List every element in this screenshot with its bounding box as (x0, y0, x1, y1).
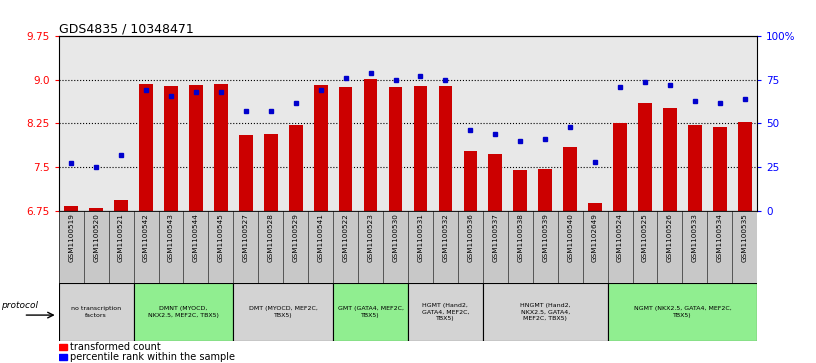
Text: HNGMT (Hand2,
NKX2.5, GATA4,
MEF2C, TBX5): HNGMT (Hand2, NKX2.5, GATA4, MEF2C, TBX5… (520, 303, 570, 321)
Text: GSM1100533: GSM1100533 (692, 213, 698, 262)
Bar (134, 283, 233, 341)
Bar (463, 151, 477, 211)
Text: DMT (MYOCD, MEF2C,
TBX5): DMT (MYOCD, MEF2C, TBX5) (249, 306, 317, 318)
Bar (539, 169, 552, 211)
Bar (333, 283, 408, 341)
Bar (388, 87, 402, 211)
Bar (140, 84, 153, 211)
Text: HGMT (Hand2,
GATA4, MEF2C,
TBX5): HGMT (Hand2, GATA4, MEF2C, TBX5) (422, 303, 469, 321)
Text: GSM1100544: GSM1100544 (193, 213, 199, 262)
Text: DMNT (MYOCD,
NKX2.5, MEF2C, TBX5): DMNT (MYOCD, NKX2.5, MEF2C, TBX5) (148, 306, 219, 318)
Text: GSM1100524: GSM1100524 (617, 213, 623, 262)
Text: protocol: protocol (1, 301, 38, 310)
Text: GSM1100539: GSM1100539 (542, 213, 548, 262)
Text: GSM1100541: GSM1100541 (317, 213, 324, 262)
Bar (483, 283, 608, 341)
Bar (239, 135, 253, 211)
Bar (408, 283, 483, 341)
Text: transformed count: transformed count (70, 342, 161, 352)
Bar (638, 103, 652, 211)
Text: GSM1100529: GSM1100529 (293, 213, 299, 262)
Text: GSM1100545: GSM1100545 (218, 213, 224, 262)
Bar (438, 86, 452, 211)
Text: GDS4835 / 10348471: GDS4835 / 10348471 (59, 22, 193, 35)
Bar (314, 85, 327, 211)
Text: GSM1100522: GSM1100522 (343, 213, 348, 262)
Bar (59, 283, 134, 341)
Text: GSM1100526: GSM1100526 (667, 213, 673, 262)
Text: GSM1100535: GSM1100535 (742, 213, 747, 262)
Bar (264, 134, 277, 211)
Text: GSM1100519: GSM1100519 (69, 213, 74, 262)
Text: GSM1100543: GSM1100543 (168, 213, 174, 262)
Bar (233, 283, 333, 341)
Bar (214, 84, 228, 211)
Bar (339, 87, 353, 211)
Text: GSM1100523: GSM1100523 (367, 213, 374, 262)
Text: GSM1100525: GSM1100525 (642, 213, 648, 262)
Bar (60, 344, 67, 350)
Bar (688, 125, 702, 211)
Text: GSM1100534: GSM1100534 (716, 213, 723, 262)
Text: GSM1100531: GSM1100531 (418, 213, 424, 262)
Bar (663, 108, 676, 211)
Text: GSM1100521: GSM1100521 (118, 213, 124, 262)
Text: GSM1100520: GSM1100520 (93, 213, 100, 262)
Text: GSM1100532: GSM1100532 (442, 213, 449, 262)
Bar (608, 283, 757, 341)
Bar (164, 86, 178, 211)
Text: GSM1102649: GSM1102649 (592, 213, 598, 262)
Text: GSM1100538: GSM1100538 (517, 213, 523, 262)
Bar (588, 203, 602, 211)
Bar (563, 147, 577, 211)
Text: GSM1100530: GSM1100530 (392, 213, 398, 262)
Bar (738, 122, 752, 211)
Text: GMT (GATA4, MEF2C,
TBX5): GMT (GATA4, MEF2C, TBX5) (338, 306, 404, 318)
Bar (89, 208, 103, 211)
Bar (364, 79, 378, 211)
Bar (513, 170, 527, 211)
Bar (114, 200, 128, 211)
Bar (64, 207, 78, 211)
Text: GSM1100542: GSM1100542 (143, 213, 149, 262)
Text: no transcription
factors: no transcription factors (71, 306, 122, 318)
Text: percentile rank within the sample: percentile rank within the sample (70, 352, 235, 362)
Bar (489, 154, 502, 211)
Text: NGMT (NKX2.5, GATA4, MEF2C,
TBX5): NGMT (NKX2.5, GATA4, MEF2C, TBX5) (633, 306, 731, 318)
Text: GSM1100536: GSM1100536 (468, 213, 473, 262)
Text: GSM1100527: GSM1100527 (243, 213, 249, 262)
Text: GSM1100528: GSM1100528 (268, 213, 274, 262)
Text: GSM1100540: GSM1100540 (567, 213, 573, 262)
Text: GSM1100537: GSM1100537 (492, 213, 499, 262)
Bar (713, 127, 727, 211)
Bar (189, 85, 203, 211)
Bar (289, 125, 303, 211)
Bar (60, 354, 67, 360)
Bar (414, 86, 428, 211)
Bar (613, 123, 627, 211)
